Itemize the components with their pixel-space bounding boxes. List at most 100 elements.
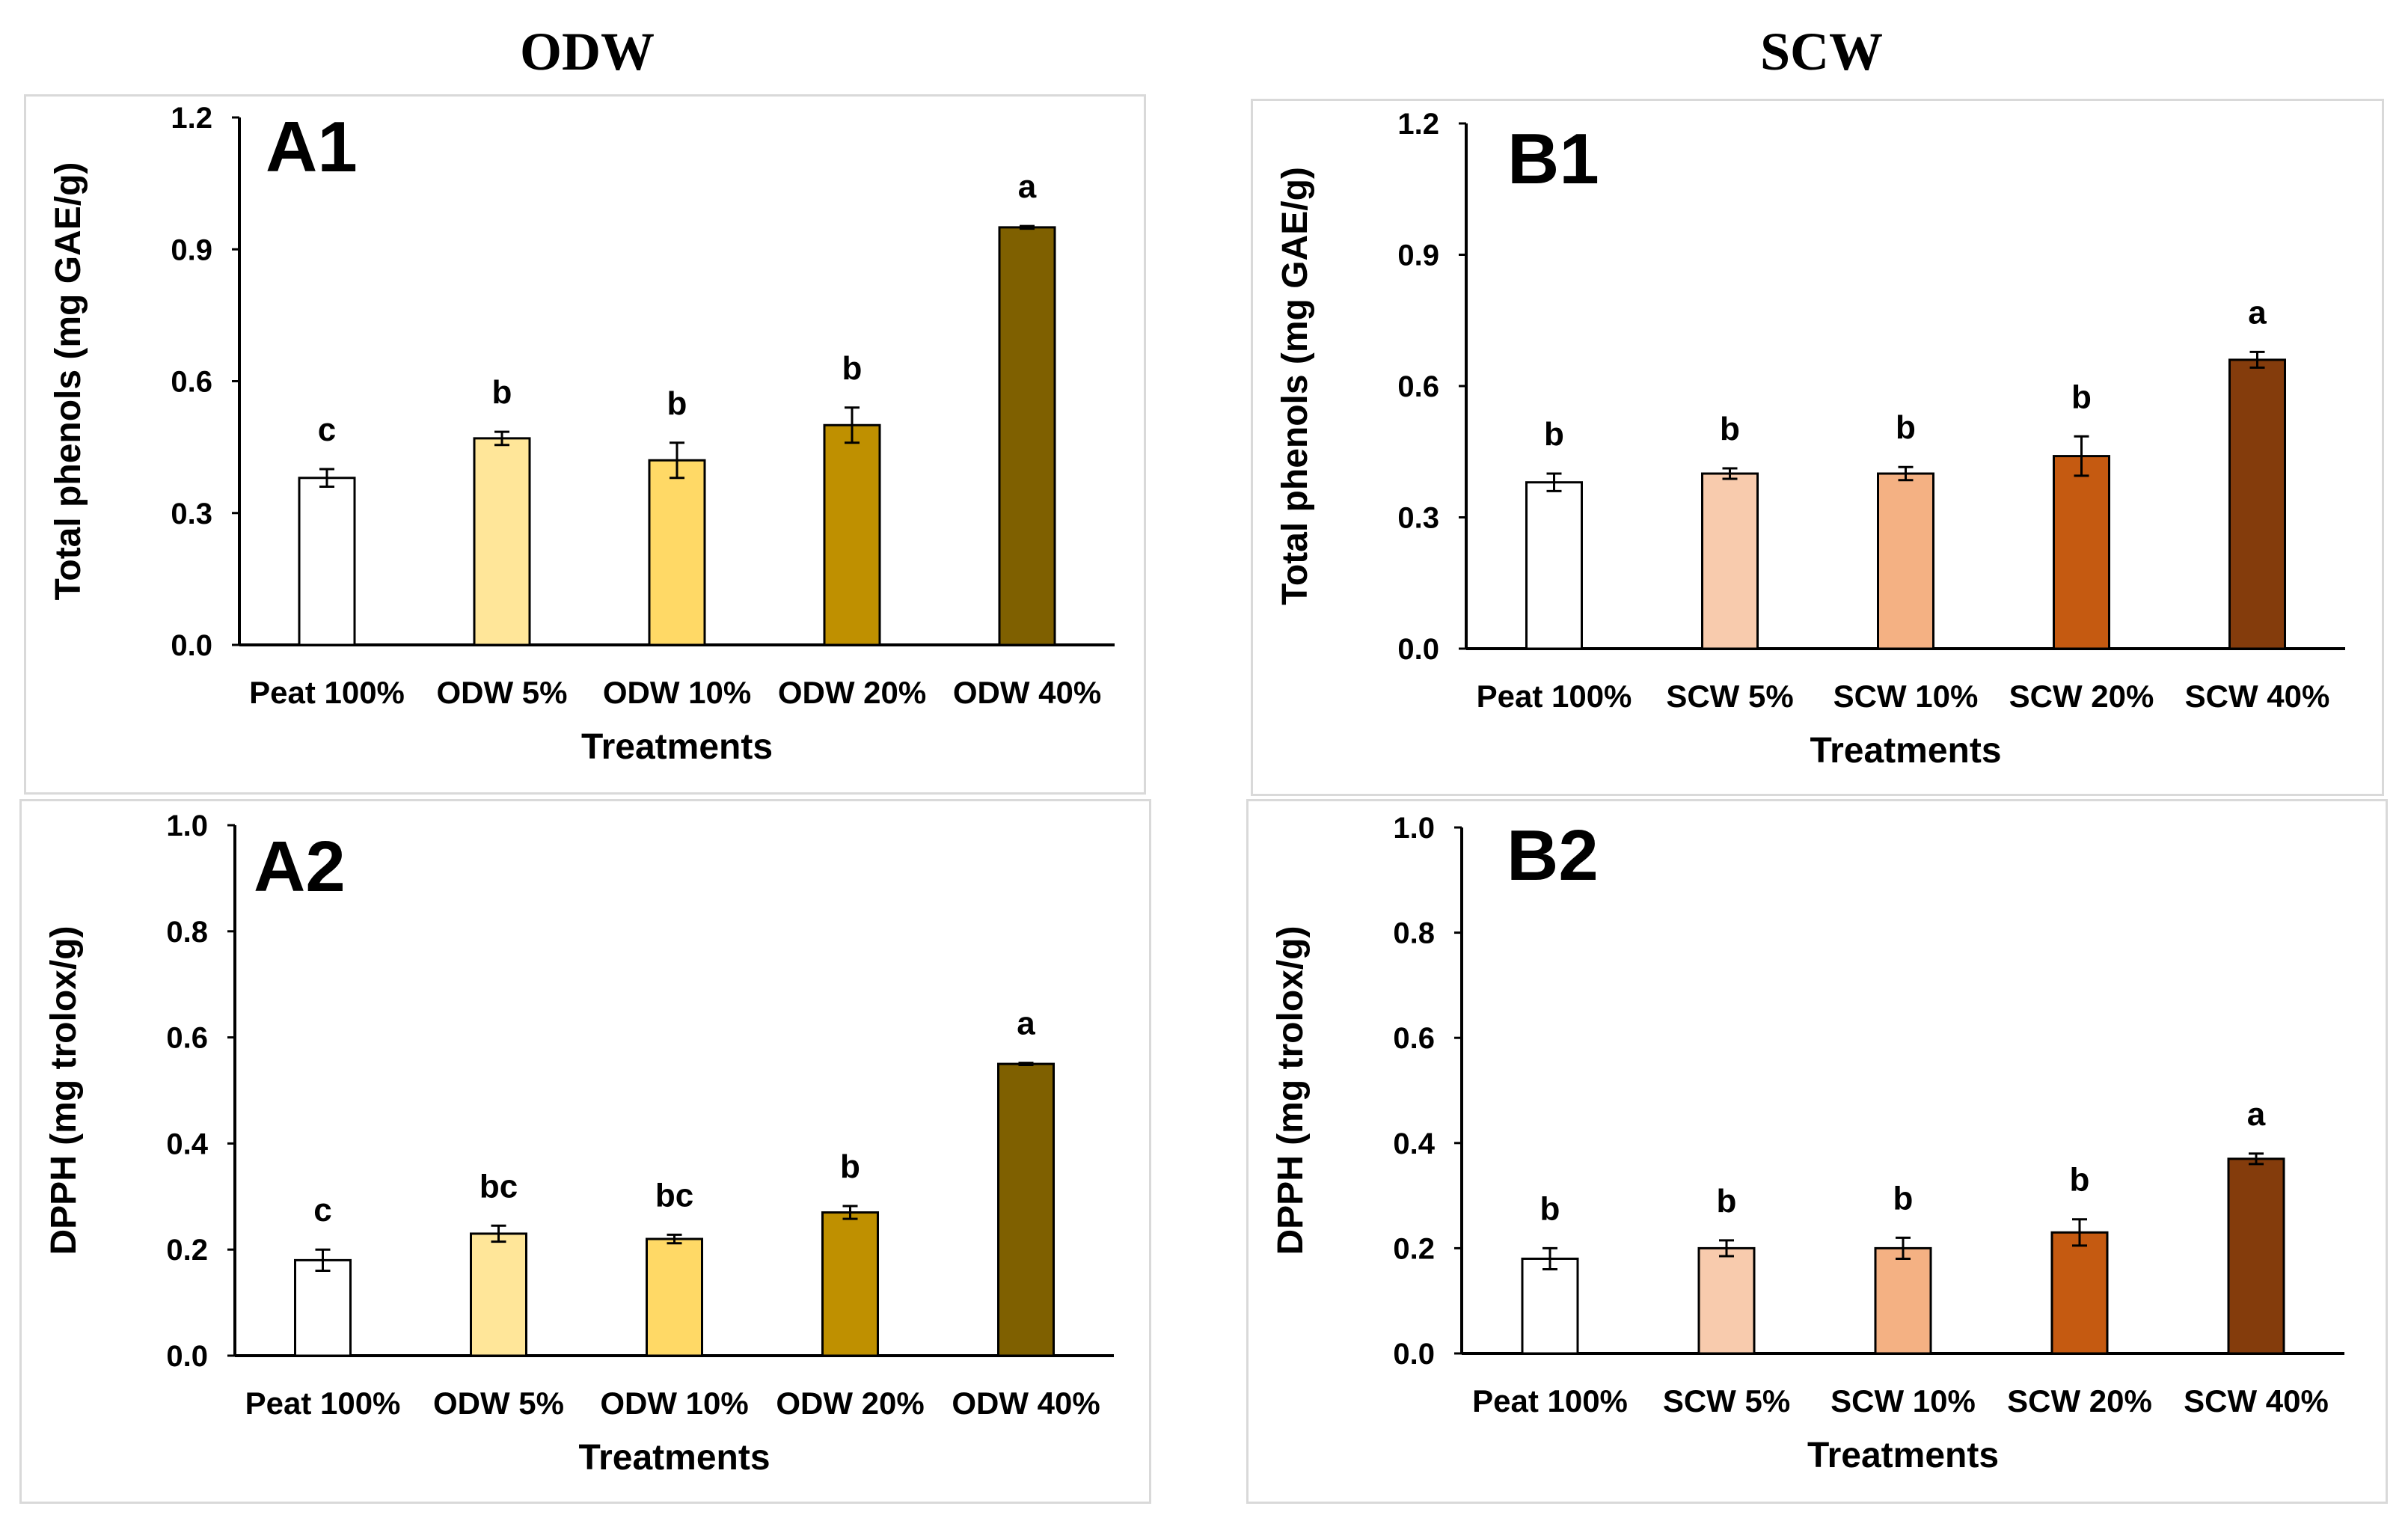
y-axis-title: DPPH (mg trolox/g) (1271, 926, 1311, 1255)
y-tick-label: 1.2 (1397, 108, 1439, 141)
x-tick-label: ODW 40% (952, 1386, 1100, 1421)
significance-letter: c (313, 1192, 331, 1228)
bar-odw-20- (823, 423, 881, 646)
bar-odw-40- (997, 1062, 1055, 1357)
x-tick-label: ODW 20% (778, 675, 926, 710)
y-tick-label: 0.0 (171, 629, 212, 662)
y-tick-label: 0.6 (166, 1022, 208, 1055)
significance-letter: a (1017, 1006, 1035, 1042)
y-axis-title: DPPH (mg trolox/g) (44, 926, 84, 1255)
x-tick-label: Peat 100% (245, 1386, 401, 1421)
bar-odw-10- (648, 459, 706, 646)
y-tick-label: 1.0 (1393, 812, 1435, 845)
bar-scw-5- (1701, 472, 1759, 650)
x-tick-label: ODW 5% (433, 1386, 564, 1421)
panel-label: B2 (1507, 815, 1599, 896)
x-tick-label: ODW 40% (953, 675, 1101, 710)
significance-letter: a (2247, 1096, 2266, 1133)
y-tick-label: 0.9 (171, 233, 212, 266)
significance-letter: b (1896, 409, 1916, 446)
bar-scw-40- (2227, 1157, 2285, 1355)
y-tick-label: 0.3 (171, 498, 212, 530)
chart-panel-b1: B1 0.0 0.3 0.6 0.9 1.2 Total phenols (mg GAE/g… (1251, 99, 2384, 796)
panel-label: A1 (266, 107, 358, 187)
y-tick-label: 0.8 (166, 916, 208, 949)
significance-letter: b (667, 385, 687, 422)
x-tick-label: Peat 100% (1477, 679, 1632, 714)
x-tick-label: ODW 10% (600, 1386, 748, 1421)
y-tick-label: 0.6 (1393, 1022, 1435, 1055)
y-tick-label: 0.6 (1397, 370, 1439, 403)
bar-scw-20- (2050, 1231, 2109, 1355)
y-tick-label: 0.2 (1393, 1232, 1435, 1265)
bar-peat-100- (1525, 481, 1583, 650)
chart-a2: A2 0.0 0.2 0.4 0.6 0.8 1.0 DPPH (mg trolox/g) c P… (44, 810, 1114, 1478)
bar-odw-40- (998, 226, 1056, 646)
significance-letter: b (840, 1148, 860, 1185)
y-tick-label: 1.2 (171, 102, 212, 135)
chart-b2: B2 0.0 0.2 0.4 0.6 0.8 1.0 DPPH (mg trolox/g) b P… (1271, 812, 2344, 1475)
x-tick-label: SCW 5% (1666, 679, 1793, 714)
x-tick-label: SCW 40% (2184, 1383, 2329, 1419)
significance-letter: b (1717, 1183, 1737, 1219)
bar-scw-10- (1877, 472, 1934, 650)
y-tick-label: 0.6 (171, 366, 212, 399)
x-tick-label: ODW 10% (603, 675, 751, 710)
x-tick-label: SCW 20% (2009, 679, 2154, 714)
bar-odw-5- (470, 1232, 527, 1357)
x-tick-label: SCW 20% (2007, 1383, 2152, 1419)
significance-letter: b (2071, 379, 2092, 415)
x-axis-title: Treatments (578, 1438, 770, 1478)
x-tick-label: ODW 20% (776, 1386, 924, 1421)
x-tick-label: Peat 100% (1472, 1383, 1628, 1419)
bar-scw-10- (1874, 1246, 1932, 1355)
x-tick-label: SCW 10% (1833, 679, 1979, 714)
y-tick-label: 0.9 (1397, 239, 1439, 272)
significance-letter: a (1018, 168, 1037, 205)
y-axis-title: Total phenols (mg GAE/g) (49, 162, 88, 601)
y-axis-title: Total phenols (mg GAE/g) (1275, 167, 1315, 605)
bar-odw-5- (473, 437, 531, 646)
y-tick-label: 0.0 (1397, 633, 1439, 666)
significance-letter: b (2070, 1162, 2090, 1199)
chart-panel-a2: A2 0.0 0.2 0.4 0.6 0.8 1.0 DPPH (mg trolox/g) c P… (19, 799, 1151, 1504)
y-tick-label: 0.0 (1393, 1338, 1435, 1371)
y-tick-label: 0.4 (166, 1127, 208, 1160)
significance-letter: b (1720, 411, 1740, 447)
significance-letter: bc (655, 1177, 693, 1214)
y-tick-label: 0.4 (1393, 1127, 1435, 1160)
bar-peat-100- (294, 1258, 352, 1357)
significance-letter: bc (480, 1168, 518, 1205)
y-tick-label: 1.0 (166, 810, 208, 842)
chart-panel-a1: A1 0.0 0.3 0.6 0.9 1.2 Total phenols (mg GAE/g… (24, 94, 1146, 795)
y-tick-label: 0.0 (166, 1340, 208, 1373)
panel-label: B1 (1507, 119, 1599, 199)
significance-letter: b (1893, 1180, 1914, 1217)
x-tick-label: Peat 100% (249, 675, 405, 710)
bar-scw-5- (1697, 1246, 1756, 1355)
y-tick-label: 0.2 (166, 1234, 208, 1267)
significance-letter: c (318, 411, 336, 448)
bar-peat-100- (298, 477, 356, 646)
x-tick-label: ODW 5% (436, 675, 567, 710)
x-tick-label: SCW 40% (2185, 679, 2330, 714)
bar-peat-100- (1521, 1257, 1579, 1355)
x-tick-label: SCW 10% (1830, 1383, 1976, 1419)
column-title-odw: ODW (520, 22, 655, 82)
bar-odw-10- (646, 1237, 703, 1357)
panel-label: A2 (254, 827, 346, 907)
x-axis-title: Treatments (1810, 731, 2001, 771)
x-axis-title: Treatments (1807, 1436, 1999, 1475)
chart-b1: B1 0.0 0.3 0.6 0.9 1.2 Total phenols (mg GAE/g… (1275, 108, 2345, 771)
significance-letter: a (2248, 294, 2267, 331)
significance-letter: b (1544, 416, 1564, 453)
chart-a1: A1 0.0 0.3 0.6 0.9 1.2 Total phenols (mg GAE/g… (49, 102, 1115, 767)
x-axis-title: Treatments (581, 727, 773, 767)
bar-odw-20- (821, 1211, 879, 1357)
y-tick-label: 0.8 (1393, 917, 1435, 950)
column-title-scw: SCW (1759, 22, 1884, 82)
significance-letter: b (1540, 1190, 1560, 1227)
bar-scw-40- (2228, 358, 2286, 650)
bar-scw-20- (2053, 455, 2110, 650)
chart-panel-b2: B2 0.0 0.2 0.4 0.6 0.8 1.0 DPPH (mg trolox/g) b P… (1246, 799, 2388, 1504)
